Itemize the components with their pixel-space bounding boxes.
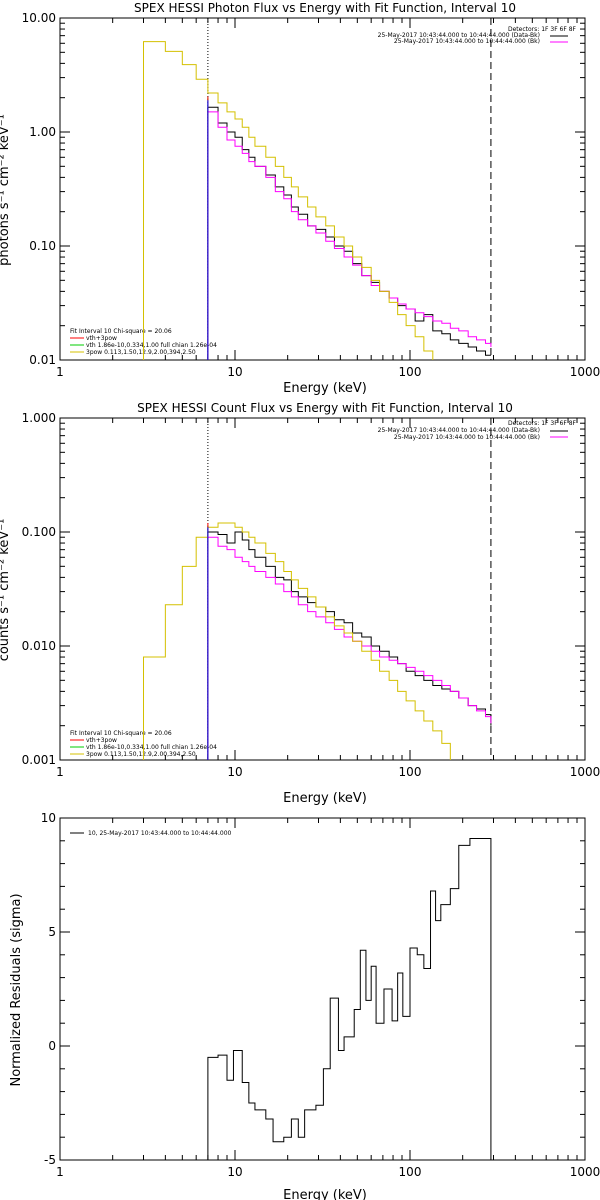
x-tick-label: 1000: [570, 765, 600, 779]
plot-frame: [59, 417, 586, 761]
x-tick-label: 100: [399, 765, 422, 779]
photon-flux-xlabel: Energy (keV): [283, 381, 367, 396]
y-tick-label: 0.010: [22, 639, 56, 653]
count-flux-xlabel: Energy (keV): [283, 791, 367, 806]
y-tick-label: 0.10: [29, 239, 56, 253]
y-tick-label: 10.00: [22, 11, 56, 25]
series-line: [207, 838, 492, 1160]
x-tick-label: 10: [227, 1165, 242, 1179]
x-tick-label: 1000: [570, 365, 600, 379]
count-flux-title: SPEX HESSI Count Flux vs Energy with Fit…: [137, 401, 513, 415]
count-flux-panel: SPEX HESSI Count Flux vs Energy with Fit…: [0, 401, 600, 806]
x-tick-label: 1000: [570, 1165, 600, 1179]
photon-flux-ylabel: photons s⁻¹ cm⁻² keV⁻¹: [0, 114, 12, 266]
series-line: [207, 531, 492, 760]
y-tick-label: 0.100: [22, 525, 56, 539]
y-tick-label: 0: [48, 1039, 56, 1053]
fit-info-line: vth+3pow: [86, 737, 117, 744]
y-tick-label: -5: [44, 1153, 56, 1167]
residuals-xlabel: Energy (keV): [283, 1188, 367, 1200]
photon-flux-panel: SPEX HESSI Photon Flux vs Energy with Fi…: [0, 1, 600, 396]
x-tick-label: 100: [399, 1165, 422, 1179]
plot-frame: [59, 17, 586, 361]
fit-info-line: vth 1.86e-10,0.334,1.00 full chian 1.26e…: [86, 342, 217, 349]
plot-frame: [59, 817, 586, 1161]
fit-info-line: 3pow 0.113,1.50,12.9,2.00,394,2.50: [86, 751, 196, 758]
fit-info-line: Fit Interval 10 Chi-square = 20.06: [70, 328, 172, 335]
fit-info-line: vth 1.86e-10,0.334,1.00 full chian 1.26e…: [86, 744, 217, 751]
fit-info-line: 3pow 0.113,1.50,12.9,2.00,394,2.50: [86, 349, 196, 356]
fit-info-line: Fit Interval 10 Chi-square = 20.06: [70, 730, 172, 737]
residuals-panel: Energy (keV) Normalized Residuals (sigma…: [9, 811, 600, 1200]
series-line: [207, 106, 491, 360]
series-line: [142, 522, 451, 760]
residuals-ylabel: Normalized Residuals (sigma): [9, 893, 24, 1086]
photon-flux-title: SPEX HESSI Photon Flux vs Energy with Fi…: [134, 1, 516, 15]
y-tick-label: 1.000: [22, 411, 56, 425]
x-tick-label: 1: [56, 365, 64, 379]
series-line: [142, 41, 434, 360]
y-tick-label: 0.001: [22, 753, 56, 767]
fit-info-line: vth+3pow: [86, 335, 117, 342]
count-flux-header-line: 25-May-2017 10:43:44.000 to 10:44:44.000…: [378, 427, 540, 434]
count-flux-header-line: 25-May-2017 10:43:44.000 to 10:44:44.000…: [394, 434, 540, 441]
photon-flux-header-line: 25-May-2017 10:43:44.000 to 10:44:44.000…: [394, 38, 540, 45]
series-line: [207, 536, 492, 760]
y-tick-label: 10: [41, 811, 56, 825]
y-tick-label: 1.00: [29, 125, 56, 139]
residuals-legend: 10, 25-May-2017 10:43:44.000 to 10:44:44…: [88, 830, 232, 837]
photon-flux-header-line: Detectors: 1F 3F 6F 8F: [508, 26, 577, 33]
x-tick-label: 10: [227, 365, 242, 379]
y-tick-label: 5: [48, 925, 56, 939]
y-tick-label: 0.01: [29, 353, 56, 367]
x-tick-label: 1: [56, 765, 64, 779]
x-tick-label: 10: [227, 765, 242, 779]
photon-flux-header-line: 25-May-2017 10:43:44.000 to 10:44:44.000…: [378, 32, 540, 39]
x-tick-label: 1: [56, 1165, 64, 1179]
x-tick-label: 100: [399, 365, 422, 379]
series-line: [207, 111, 492, 360]
count-flux-header-line: Detectors: 1F 3F 6F 8F: [508, 420, 577, 427]
count-flux-ylabel: counts s⁻¹ cm⁻² keV⁻¹: [0, 519, 12, 662]
